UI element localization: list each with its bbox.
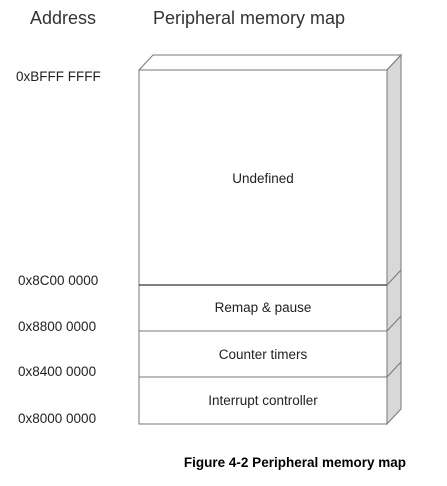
address-label-top: 0xBFFF FFFF xyxy=(16,69,101,84)
region-undefined xyxy=(138,69,388,286)
region-label-remap-pause: Remap & pause xyxy=(215,300,312,315)
address-column-header: Address xyxy=(30,8,97,28)
address-label-8800: 0x8800 0000 xyxy=(18,319,97,334)
side-separator-3 xyxy=(386,361,402,378)
region-interrupt-controller xyxy=(138,376,388,425)
figure-caption: Figure 4-2 Peripheral memory map xyxy=(183,455,406,470)
region-label-undefined: Undefined xyxy=(232,171,294,186)
region-label-interrupt-controller: Interrupt controller xyxy=(208,393,318,408)
address-label-8000: 0x8000 0000 xyxy=(18,411,97,426)
side-separator-1 xyxy=(386,269,402,286)
side-separator-2 xyxy=(386,315,402,332)
memory-map-column-header: Peripheral memory map xyxy=(153,8,346,28)
address-label-8c00: 0x8C00 0000 xyxy=(18,273,99,288)
region-counter-timers xyxy=(138,330,388,378)
region-label-counter-timers: Counter timers xyxy=(219,347,308,362)
block-side-face xyxy=(386,53,402,426)
block-top-face xyxy=(137,54,403,71)
address-label-8400: 0x8400 0000 xyxy=(18,364,97,379)
